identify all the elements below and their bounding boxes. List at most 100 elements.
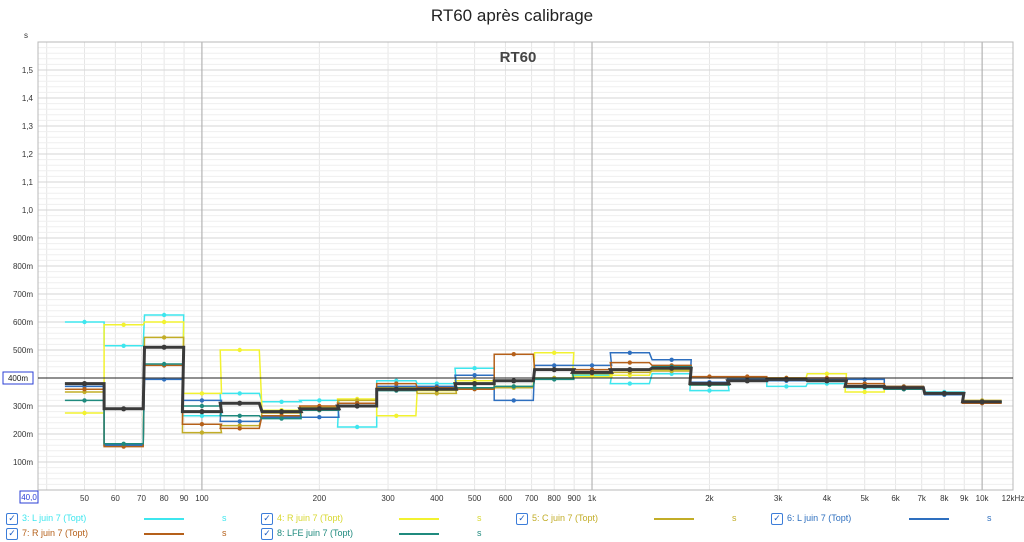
- y-tick-label: 500m: [13, 346, 33, 355]
- data-point: [434, 386, 440, 392]
- x-tick-label: 600: [499, 494, 513, 503]
- data-point: [199, 430, 205, 435]
- rt60-plot[interactable]: RT60 s 100m 200m 300m 500m 600m 700m 800m 900m 1,0…: [0, 0, 1024, 508]
- legend-item[interactable]: ✓ 8: LFE juin 7 (Topt) s: [261, 527, 506, 542]
- data-point: [279, 416, 284, 421]
- data-point: [237, 413, 242, 418]
- data-point: [552, 363, 557, 368]
- legend-item[interactable]: ✓ 3: L juin 7 (Topt) s: [6, 512, 251, 527]
- checkbox-icon[interactable]: ✓: [516, 513, 528, 525]
- data-point: [511, 398, 516, 403]
- data-point: [161, 344, 167, 350]
- plot-inner-title: RT60: [500, 49, 537, 66]
- data-point: [627, 350, 633, 355]
- legend-item[interactable]: ✓ 5: C juin 7 (Topt) s: [516, 512, 761, 527]
- checkbox-icon[interactable]: ✓: [6, 513, 18, 525]
- y-tick-label: 900m: [13, 234, 33, 243]
- legend: ✓ 3: L juin 7 (Topt) s ✓ 4: R juin 7 (To…: [0, 508, 1024, 541]
- data-point: [161, 312, 167, 318]
- data-point: [161, 335, 167, 340]
- checkbox-icon[interactable]: ✓: [6, 528, 18, 540]
- x-tick-label: 8k: [940, 494, 949, 503]
- y-tick-label: 100m: [13, 458, 33, 467]
- legend-label: 7: R juin 7 (Topt): [22, 528, 89, 538]
- data-point: [394, 381, 399, 386]
- data-point: [237, 400, 243, 406]
- data-point: [901, 385, 907, 391]
- data-point: [589, 369, 595, 375]
- x-tick-label: 80: [160, 494, 169, 503]
- data-point: [121, 406, 127, 412]
- legend-item[interactable]: ✓ 7: R juin 7 (Topt) s: [6, 527, 251, 542]
- plot-area: [37, 41, 1014, 491]
- legend-swatch: [399, 533, 439, 535]
- data-point: [317, 415, 322, 420]
- legend-label: 4: R juin 7 (Topt): [277, 513, 344, 523]
- x-tick-label: 300: [381, 494, 395, 503]
- x-tick-label: 2k: [705, 494, 714, 503]
- x-tick-label: 500: [468, 494, 482, 503]
- data-point: [551, 367, 557, 373]
- legend-item[interactable]: ✓ 4: R juin 7 (Topt) s: [261, 512, 506, 527]
- y-tick-label: 800m: [13, 262, 33, 271]
- legend-item[interactable]: ✓ 6: L juin 7 (Topt) s: [771, 512, 1016, 527]
- data-point: [237, 426, 242, 431]
- y-tick-label: 1,1: [22, 178, 34, 187]
- legend-swatch: [144, 533, 184, 535]
- x-tick-label: 70: [137, 494, 146, 503]
- data-point: [199, 391, 205, 396]
- data-point: [82, 319, 87, 325]
- checkbox-icon[interactable]: ✓: [771, 513, 783, 525]
- x-tick-label: 60: [111, 494, 120, 503]
- y-tick-label: 1,2: [22, 150, 34, 159]
- legend-label: 5: C juin 7 (Topt): [532, 513, 599, 523]
- legend-unit: s: [222, 528, 227, 538]
- legend-unit: s: [732, 513, 737, 523]
- legend-label: 3: L juin 7 (Topt): [22, 513, 87, 523]
- y-tick-label: 200m: [13, 430, 33, 439]
- data-point: [744, 378, 750, 384]
- data-point: [552, 350, 557, 355]
- x-tick-label: 10k: [976, 494, 990, 503]
- x-tick-label: 400: [430, 494, 444, 503]
- checkbox-icon[interactable]: ✓: [261, 528, 273, 540]
- data-point: [511, 384, 516, 389]
- x-tick-label: 800: [548, 494, 562, 503]
- series-line-average: [64, 345, 1002, 414]
- data-point: [824, 371, 830, 376]
- x-tick-label: 200: [313, 494, 327, 503]
- data-point: [237, 419, 242, 424]
- data-point: [824, 378, 830, 384]
- data-point: [472, 373, 477, 378]
- y-tick-label: 300m: [13, 402, 33, 411]
- data-point: [434, 391, 439, 396]
- data-point: [278, 409, 285, 415]
- data-point: [199, 403, 205, 409]
- x-tick-label: 50: [80, 494, 89, 503]
- data-point: [472, 385, 477, 390]
- data-point: [669, 357, 674, 362]
- x-tick-label: 7k: [917, 494, 926, 503]
- data-point: [121, 441, 126, 446]
- y-tick-label: 1,5: [22, 66, 34, 75]
- y-axis-label: s: [24, 31, 28, 40]
- x-tick-label: 1k: [588, 494, 597, 503]
- data-point: [472, 366, 477, 371]
- legend-unit: s: [477, 528, 482, 538]
- legend-unit: s: [987, 513, 992, 523]
- data-point: [979, 399, 985, 405]
- data-point: [316, 406, 322, 412]
- data-point: [199, 422, 205, 427]
- data-point: [627, 360, 633, 365]
- legend-label: 8: LFE juin 7 (Topt): [277, 528, 354, 538]
- y-tick-label: 700m: [13, 290, 33, 299]
- data-point: [81, 381, 88, 387]
- x-tick-label: 900: [567, 494, 581, 503]
- checkbox-icon[interactable]: ✓: [261, 513, 273, 525]
- data-point: [784, 384, 789, 389]
- data-point: [121, 343, 126, 348]
- data-point: [862, 389, 867, 395]
- data-point: [511, 352, 516, 357]
- y-tick-label: 1,4: [22, 94, 34, 103]
- legend-swatch: [399, 518, 439, 520]
